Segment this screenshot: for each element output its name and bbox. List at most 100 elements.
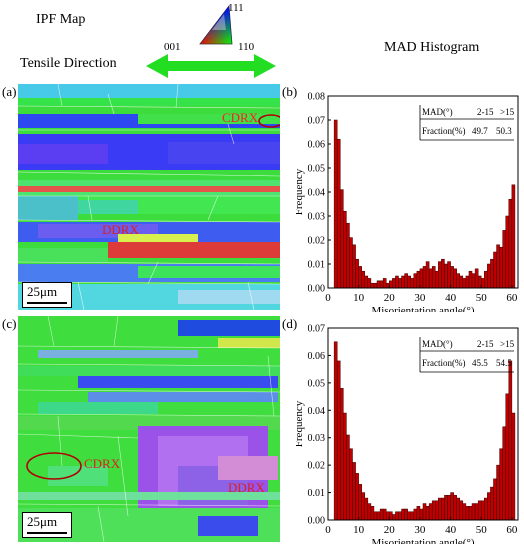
y-tick-label: 0.00 [308,284,326,295]
histogram-bar [508,360,513,521]
histogram-bar [333,341,338,521]
scale-bar-a-label: 25μm [27,284,58,299]
annotation-ddrx-a: DDRX [102,222,139,237]
triangle-label-111: 111 [228,2,244,14]
histogram-bar [505,393,510,521]
histogram-bar [343,210,347,289]
histogram-bar [462,278,467,289]
histogram-bar [505,215,510,289]
histogram-bar [471,273,476,289]
histogram-bar [333,119,338,289]
ipf-triangle-legend: 111 001 110 [164,2,255,53]
scale-bar-a: 25μm [22,282,72,308]
ipf-map-label: IPF Map [36,12,86,27]
x-tick-label: 40 [445,292,457,304]
scale-bar-c-label: 25μm [27,514,58,529]
scale-bar-c-line [27,532,67,534]
x-tick-label: 10 [353,292,365,304]
ebsd-map-a: CDRX DDRX 25μm [18,84,280,310]
histogram-bar [459,275,464,289]
y-tick-label: 0.06 [308,140,326,151]
histogram-bar [364,497,369,521]
histogram-bar [382,508,387,521]
mad-fraction-table: MAD(°) 2-15 >15 Fraction(%) 49.7 50.3 [419,105,515,141]
histogram-bar [370,282,375,289]
histogram-bar [349,448,353,521]
triangle-label-001: 001 [164,41,181,53]
histogram-bar [438,497,442,521]
histogram-bar [336,360,341,521]
histogram-bar [435,500,439,521]
histogram-bar [376,280,381,289]
histogram-bar [376,511,381,521]
histogram-bar [502,230,506,289]
histogram-bar [511,412,516,521]
histogram-bar [392,514,396,521]
table-cell: Fraction(%) [422,358,465,368]
histogram-bar [487,263,491,289]
histogram-bar [444,495,448,521]
x-axis-label: Misorientation angle(°) [371,305,474,312]
x-tick-label: 50 [476,292,488,304]
histogram-bar [343,412,347,521]
panel-label-a: (a) [2,84,17,99]
histogram-bar [404,508,408,521]
y-tick-label: 0.02 [308,461,326,472]
scale-bar-c: 25μm [22,512,72,538]
ebsd-map-a-image [18,84,280,310]
histogram-bar [410,278,415,289]
histogram-bar [493,478,497,521]
histogram-bar [496,464,500,521]
table-cell: 50.3 [496,126,512,136]
histogram-bar [438,261,442,289]
histogram-bar [435,270,439,289]
tensile-arrow [146,54,276,78]
histogram-bar [484,270,488,289]
annotation-ddrx-c: DDRX [228,480,265,495]
histogram-bar [392,278,396,289]
table-cell: 45.5 [472,358,488,368]
mad-fraction-table: MAD(°) 2-15 >15 Fraction(%) 45.5 54.5 [419,337,515,373]
panel-label-d: (d) [282,316,298,331]
y-tick-label: 0.02 [308,236,326,247]
mad-histogram-b: 0 10 20 30 40 50 60 0.00 0.01 0.02 0.03 0.04 0.05 0.0… [296,92,519,312]
histogram-bar [474,268,479,289]
histogram-bar [355,258,359,289]
table-header-cell: >15 [500,339,515,349]
histogram-bar [422,266,427,289]
histogram-bar [462,503,467,521]
y-tick-label: 0.05 [308,378,326,389]
y-tick-label: 0.08 [308,92,326,103]
histogram-bar [346,222,350,289]
histogram-bar [450,492,454,521]
histogram-bar [407,511,411,521]
histogram-bar [398,511,402,521]
histogram-bar [425,506,430,521]
y-tick-label: 0.01 [308,260,326,271]
panel-label-c: (c) [2,316,17,331]
histogram-bar [441,497,445,521]
table-header-cell: MAD(°) [422,339,453,349]
histogram-bar [410,511,415,521]
y-tick-label: 0.07 [308,116,326,127]
histogram-bar [425,261,430,289]
x-tick-label: 10 [353,524,365,536]
panel-label-b: (b) [282,84,298,99]
histogram-bar [352,462,356,521]
x-tick-label: 20 [384,524,396,536]
histogram-bar [499,246,503,289]
ebsd-map-c: CDRX DDRX 25μm [18,316,280,542]
histogram-bar [468,506,473,521]
y-axis-label: Frequency [296,168,305,215]
histogram-bar [508,198,513,289]
histogram-bar [404,273,408,289]
x-tick-label: 50 [476,524,488,536]
histogram-bar [493,251,497,289]
histogram-bar [511,184,516,289]
histogram-bar [459,500,464,521]
annotation-cdrx-c: CDRX [84,456,121,471]
histogram-bar [336,138,341,289]
histogram-bar [474,503,479,521]
y-tick-label: 0.03 [308,433,326,444]
y-tick-label: 0.06 [308,351,326,362]
